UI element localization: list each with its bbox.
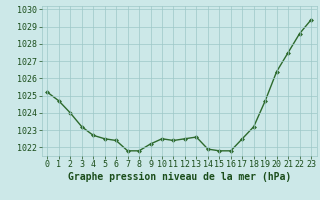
- X-axis label: Graphe pression niveau de la mer (hPa): Graphe pression niveau de la mer (hPa): [68, 172, 291, 182]
